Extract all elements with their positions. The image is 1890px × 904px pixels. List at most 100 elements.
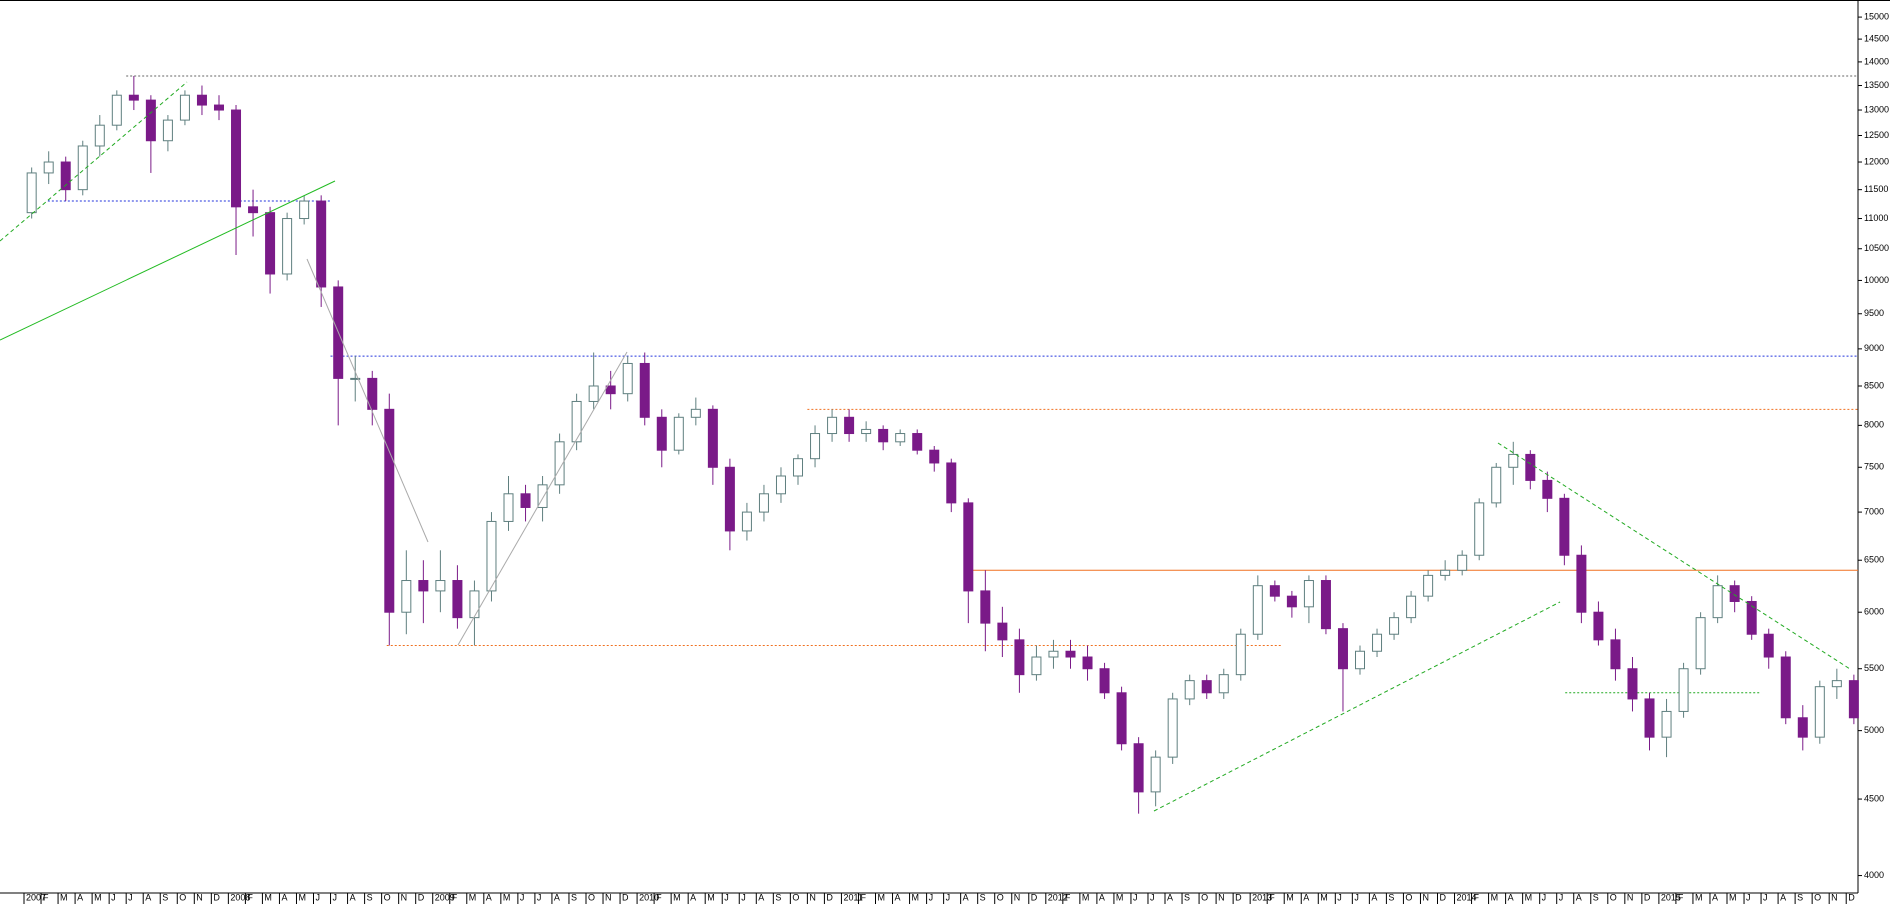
y-tick-label: 14500 bbox=[1864, 33, 1889, 43]
candle-body bbox=[1167, 698, 1178, 758]
x-tick-label: O bbox=[1201, 892, 1208, 902]
y-tick-label: 5500 bbox=[1864, 663, 1884, 673]
x-tick-label: D bbox=[1439, 892, 1446, 902]
x-tick-label: S bbox=[1184, 892, 1190, 902]
x-tick-label: J bbox=[520, 892, 525, 902]
x-tick-label: 2010 bbox=[639, 892, 659, 902]
x-tick-label: O bbox=[1814, 892, 1821, 902]
x-tick-label: 2012 bbox=[1048, 892, 1068, 902]
x-tick-label: J bbox=[946, 892, 951, 902]
candle-body bbox=[554, 441, 565, 486]
x-tick-label: M bbox=[94, 892, 102, 902]
candle-body bbox=[299, 200, 310, 220]
candle-body bbox=[980, 590, 991, 624]
candle-body bbox=[571, 400, 582, 443]
candle-body bbox=[1712, 585, 1723, 619]
x-tick-label: N bbox=[196, 892, 203, 902]
candle-body bbox=[1048, 650, 1059, 658]
candle-body bbox=[1831, 680, 1842, 688]
candle-body bbox=[1610, 639, 1621, 670]
x-tick-label: N bbox=[401, 892, 408, 902]
x-tick-label: A bbox=[281, 892, 287, 902]
candle-body bbox=[1593, 611, 1604, 641]
candle-body bbox=[656, 416, 667, 451]
candle-body bbox=[1133, 743, 1144, 793]
x-tick-label: A bbox=[1508, 892, 1514, 902]
x-tick-label: S bbox=[1797, 892, 1803, 902]
candle-body bbox=[1337, 628, 1348, 670]
x-tick-label: J bbox=[1559, 892, 1564, 902]
candle-body bbox=[1201, 680, 1212, 694]
y-tick-label: 12000 bbox=[1864, 156, 1889, 166]
y-tick-label: 7000 bbox=[1864, 506, 1884, 516]
candle-body bbox=[1474, 502, 1485, 556]
x-tick-label: F bbox=[860, 892, 866, 902]
x-tick-label: A bbox=[1099, 892, 1105, 902]
trendline bbox=[457, 351, 628, 646]
candle-body bbox=[350, 377, 361, 380]
candle-body bbox=[673, 416, 684, 451]
candle-body bbox=[895, 433, 906, 443]
candle-body bbox=[1780, 656, 1791, 719]
x-tick-label: N bbox=[809, 892, 816, 902]
y-tick-label: 4000 bbox=[1864, 870, 1884, 880]
x-tick-label: O bbox=[1405, 892, 1412, 902]
candle-body bbox=[162, 119, 173, 142]
x-tick-label: D bbox=[826, 892, 833, 902]
plot-area bbox=[0, 0, 1858, 893]
x-tick-label: J bbox=[537, 892, 542, 902]
y-tick-label: 5000 bbox=[1864, 725, 1884, 735]
candle-body bbox=[793, 458, 804, 477]
x-tick-label: J bbox=[1150, 892, 1155, 902]
x-tick-label: A bbox=[77, 892, 83, 902]
x-tick-label: M bbox=[1286, 892, 1294, 902]
candle-body bbox=[810, 433, 821, 460]
x-tick-label: 2013 bbox=[1252, 892, 1272, 902]
x-tick-label: S bbox=[162, 892, 168, 902]
x-tick-label: O bbox=[384, 892, 391, 902]
candle-body bbox=[77, 145, 88, 191]
x-tick-label: N bbox=[1831, 892, 1838, 902]
candle-body bbox=[26, 172, 37, 214]
y-tick-label: 4500 bbox=[1864, 793, 1884, 803]
candle-body bbox=[1695, 617, 1706, 670]
trendline bbox=[306, 258, 429, 543]
candle-body bbox=[1389, 617, 1400, 635]
candle-body bbox=[1627, 668, 1638, 700]
candle-body bbox=[1116, 692, 1127, 745]
x-tick-label: M bbox=[264, 892, 272, 902]
x-tick-label: A bbox=[486, 892, 492, 902]
x-tick-label: F bbox=[1269, 892, 1275, 902]
x-tick-label: 2014 bbox=[1457, 892, 1477, 902]
x-tick-label: A bbox=[690, 892, 696, 902]
x-tick-label: A bbox=[350, 892, 356, 902]
candle-body bbox=[622, 362, 633, 395]
x-tick-label: A bbox=[758, 892, 764, 902]
y-tick-label: 11500 bbox=[1864, 184, 1888, 194]
x-tick-label: D bbox=[622, 892, 629, 902]
x-tick-label: 2008 bbox=[230, 892, 250, 902]
candle-body bbox=[265, 212, 276, 275]
x-tick-label: M bbox=[1320, 892, 1328, 902]
x-tick-label: J bbox=[929, 892, 934, 902]
candle-body bbox=[912, 433, 923, 451]
candle-body bbox=[1678, 668, 1689, 712]
candle-body bbox=[588, 385, 599, 402]
candle-body bbox=[401, 580, 412, 613]
x-tick-label: J bbox=[1542, 892, 1547, 902]
candle-body bbox=[1320, 580, 1331, 630]
x-tick-label: S bbox=[1388, 892, 1394, 902]
x-tick-label: A bbox=[145, 892, 151, 902]
x-tick-label: O bbox=[588, 892, 595, 902]
candle-body bbox=[1031, 656, 1042, 676]
x-tick-label: J bbox=[333, 892, 338, 902]
candle-body bbox=[1746, 600, 1757, 635]
candle-body bbox=[213, 104, 224, 111]
candle-body bbox=[469, 590, 480, 619]
candle-body bbox=[1286, 595, 1297, 608]
x-tick-label: J bbox=[1354, 892, 1359, 902]
trendline bbox=[1153, 601, 1561, 812]
x-tick-label: M bbox=[1695, 892, 1703, 902]
x-tick-label: O bbox=[179, 892, 186, 902]
